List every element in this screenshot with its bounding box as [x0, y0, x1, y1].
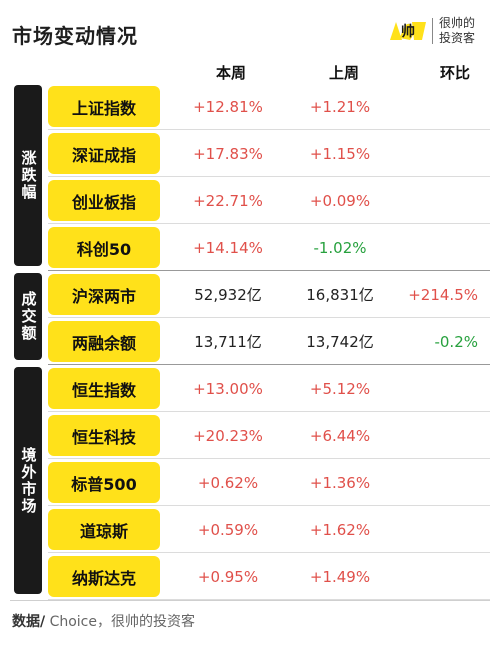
page-title: 市场变动情况: [12, 24, 138, 48]
cell-change: [396, 224, 490, 271]
row-divider: [48, 223, 490, 224]
cell-this-week: +20.23%: [193, 426, 263, 445]
table-row: 上证指数 +12.81% +1.21%: [0, 83, 500, 130]
cell-this-week: +12.81%: [193, 97, 263, 116]
header-change: 环比: [440, 64, 471, 82]
cell-last-week: +1.62%: [309, 520, 371, 539]
row-divider: [48, 552, 490, 553]
cell-change: [396, 130, 490, 177]
row-divider: [48, 411, 490, 412]
cell-last-week: +1.21%: [309, 97, 371, 116]
row-name: 深证成指: [48, 133, 160, 174]
brand-mark-icon: 帅: [390, 22, 426, 40]
cell-this-week: +13.00%: [193, 379, 263, 398]
cell-last-week: +6.44%: [309, 426, 371, 445]
row-divider: [48, 364, 490, 365]
row-name: 恒生科技: [48, 415, 160, 456]
row-divider: [48, 599, 490, 600]
table-row: 道琼斯 +0.59% +1.62%: [0, 506, 500, 553]
table-row: 科创50 +14.14% -1.02%: [0, 224, 500, 271]
brand-logo: 帅 很帅的 投资客: [388, 14, 494, 50]
row-name: 创业板指: [48, 180, 160, 221]
cell-last-week: -1.02%: [313, 238, 367, 257]
cell-change: [396, 459, 490, 506]
cell-last-week: +5.12%: [309, 379, 371, 398]
row-name: 恒生指数: [48, 368, 160, 409]
row-divider: [48, 458, 490, 459]
logo-text: 很帅的 投资客: [439, 16, 475, 46]
brand-mark-text: 帅: [401, 23, 415, 40]
row-divider: [48, 176, 490, 177]
row-name: 科创50: [48, 227, 160, 268]
row-divider: [48, 129, 490, 130]
table-row: 纳斯达克 +0.95% +1.49%: [0, 553, 500, 600]
cell-this-week: +0.62%: [197, 473, 259, 492]
cell-change: [396, 365, 490, 412]
table-row: 两融余额 13,711亿 13,742亿 -0.2%: [0, 318, 500, 365]
cell-change: [396, 506, 490, 553]
table-row: 沪深两市 52,932亿 16,831亿 +214.5%: [0, 271, 500, 318]
cell-change: [396, 83, 490, 130]
group-label-price-change: 涨跌幅: [14, 85, 42, 266]
cell-change: [396, 177, 490, 224]
column-headers: 本周 上周 环比: [0, 62, 500, 86]
source-label: 数据/: [12, 614, 46, 630]
footer-divider: [10, 600, 490, 601]
cell-this-week: +0.95%: [197, 567, 259, 586]
cell-last-week: 16,831亿: [306, 286, 374, 304]
header-last-week: 上周: [329, 64, 360, 82]
row-divider: [48, 505, 490, 506]
cell-last-week: +0.09%: [309, 191, 371, 210]
cell-last-week: +1.15%: [309, 144, 371, 163]
group-label-overseas: 境外市场: [14, 367, 42, 594]
row-name: 两融余额: [48, 321, 160, 362]
table-row: 深证成指 +17.83% +1.15%: [0, 130, 500, 177]
row-name: 上证指数: [48, 86, 160, 127]
cell-change: [396, 412, 490, 459]
cell-this-week: +14.14%: [193, 238, 263, 257]
cell-this-week: +17.83%: [193, 144, 263, 163]
table-row: 恒生科技 +20.23% +6.44%: [0, 412, 500, 459]
cell-this-week: +22.71%: [193, 191, 263, 210]
row-name: 纳斯达克: [48, 556, 160, 597]
row-name: 沪深两市: [48, 274, 160, 315]
source-note: 数据/ Choice，很帅的投资客: [12, 611, 195, 631]
row-divider: [48, 270, 490, 271]
cell-change: [396, 553, 490, 600]
row-name: 道琼斯: [48, 509, 160, 550]
logo-divider: [432, 18, 433, 44]
cell-this-week: 13,711亿: [194, 333, 262, 351]
row-name: 标普500: [48, 462, 160, 503]
cell-this-week: +0.59%: [197, 520, 259, 539]
table-row: 创业板指 +22.71% +0.09%: [0, 177, 500, 224]
cell-change: -0.2%: [434, 332, 478, 351]
group-label-turnover: 成交额: [14, 273, 42, 360]
cell-last-week: +1.49%: [309, 567, 371, 586]
logo-line-2: 投资客: [439, 31, 476, 45]
header-this-week: 本周: [216, 64, 247, 82]
row-divider: [48, 317, 490, 318]
table-row: 标普500 +0.62% +1.36%: [0, 459, 500, 506]
cell-last-week: 13,742亿: [306, 333, 374, 351]
cell-change: +214.5%: [408, 285, 478, 304]
cell-last-week: +1.36%: [309, 473, 371, 492]
table-row: 恒生指数 +13.00% +5.12%: [0, 365, 500, 412]
cell-this-week: 52,932亿: [194, 286, 262, 304]
logo-line-1: 很帅的: [439, 16, 476, 30]
source-text: Choice，很帅的投资客: [45, 614, 195, 630]
